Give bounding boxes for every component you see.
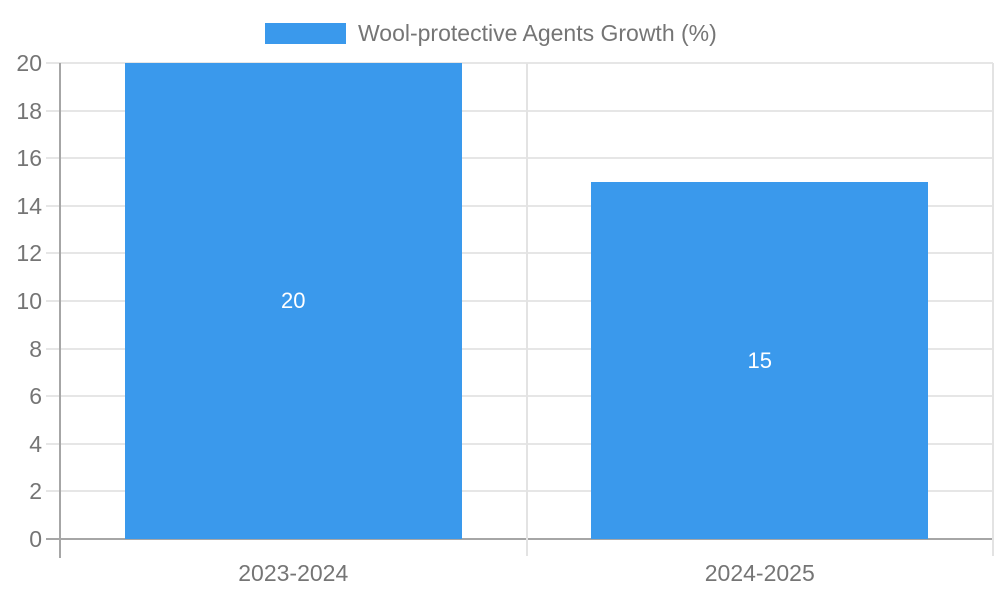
y-axis-tick-label: 16 <box>16 145 42 172</box>
y-axis-tick-label: 14 <box>16 192 42 219</box>
y-axis-tick-label: 6 <box>29 383 42 410</box>
y-axis-tick-label: 20 <box>16 50 42 76</box>
y-axis-line <box>59 63 61 558</box>
gridline <box>46 395 993 398</box>
x-axis-baseline <box>46 538 993 540</box>
bar-value-label: 20 <box>281 288 306 313</box>
y-axis-tick-label: 2 <box>29 478 42 505</box>
y-axis-tick-label: 4 <box>29 430 42 457</box>
y-axis-tick-label: 12 <box>16 240 42 267</box>
gridline <box>46 109 993 112</box>
category-divider <box>992 63 994 556</box>
gridline <box>46 442 993 445</box>
y-axis-tick-label: 0 <box>29 526 42 552</box>
gridline <box>46 62 993 64</box>
bar-value-label: 15 <box>747 347 772 373</box>
y-axis-tick-label: 18 <box>16 97 42 124</box>
bar-2024-2025[interactable] <box>591 182 929 539</box>
gridline <box>46 204 993 207</box>
bar-2023-2024[interactable] <box>124 63 462 539</box>
gridline <box>46 300 993 302</box>
y-axis-tick-label: 8 <box>29 335 42 362</box>
legend[interactable]: Wool-protective Agents Growth (%) <box>265 20 717 46</box>
gridline <box>46 252 993 255</box>
gridline <box>46 490 993 493</box>
gridline <box>46 347 993 350</box>
y-axis-tick-label: 10 <box>16 288 42 314</box>
category-divider <box>525 63 528 556</box>
legend-label: Wool-protective Agents Growth (%) <box>358 20 717 46</box>
x-axis-tick-label: 2023-2024 <box>238 560 349 586</box>
x-axis-tick-label: 2024-2025 <box>704 560 815 586</box>
legend-swatch <box>265 22 346 44</box>
gridline <box>46 157 993 160</box>
